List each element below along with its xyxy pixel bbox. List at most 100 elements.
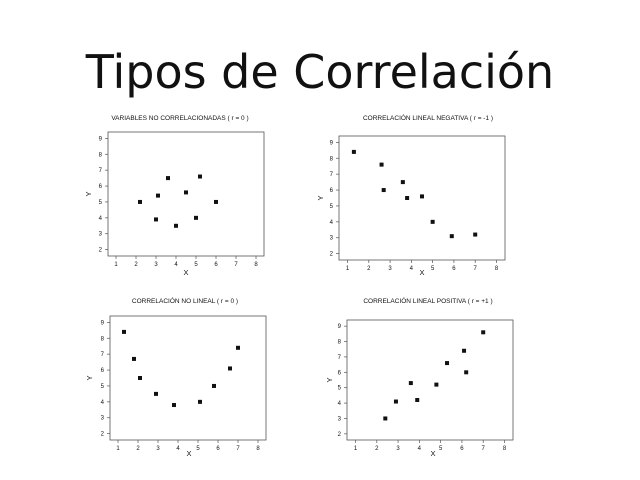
y-tick-label: 9 xyxy=(99,136,103,142)
x-tick-label: 2 xyxy=(136,446,140,452)
y-tick-label: 8 xyxy=(99,152,103,158)
y-tick-label: 5 xyxy=(99,200,103,206)
data-point xyxy=(383,416,388,421)
y-tick-label: 6 xyxy=(99,184,103,190)
y-tick-label: 3 xyxy=(338,416,342,422)
data-point xyxy=(172,403,176,408)
chart-linear-positive: CORRELACIÓN LINEAL POSITIVA ( r = +1 ) 1… xyxy=(322,290,552,465)
x-axis-label: X xyxy=(419,268,424,277)
x-tick-label: 1 xyxy=(354,446,358,452)
chart-title: CORRELACIÓN NO LINEAL ( r = 0 ) xyxy=(132,296,238,305)
data-point xyxy=(445,361,450,366)
y-tick-label: 5 xyxy=(338,386,342,392)
x-axis-label: X xyxy=(183,268,188,277)
x-tick-label: 7 xyxy=(236,446,240,452)
data-point xyxy=(122,329,126,334)
x-tick-label: 4 xyxy=(410,266,414,272)
y-tick-label: 6 xyxy=(330,188,334,194)
x-tick-label: 2 xyxy=(134,262,138,268)
y-axis-label: Y xyxy=(85,375,94,380)
data-point xyxy=(166,176,170,181)
x-tick-label: 5 xyxy=(196,446,200,452)
x-tick-label: 5 xyxy=(439,446,443,452)
x-tick-label: 7 xyxy=(474,266,478,272)
y-tick-label: 4 xyxy=(338,401,342,407)
plot-frame xyxy=(107,131,265,257)
data-point xyxy=(420,194,424,199)
x-tick-label: 6 xyxy=(452,266,456,272)
y-tick-label: 7 xyxy=(338,355,342,361)
data-point xyxy=(415,398,420,402)
data-point xyxy=(214,199,218,204)
chart-linear-positive-svg: CORRELACIÓN LINEAL POSITIVA ( r = +1 ) 1… xyxy=(325,296,514,458)
data-point xyxy=(236,345,240,350)
y-tick-label: 4 xyxy=(99,216,103,222)
data-point xyxy=(212,383,216,388)
y-tick-label: 5 xyxy=(330,204,334,210)
y-tick-label: 7 xyxy=(330,172,334,178)
plot-frame xyxy=(109,315,267,441)
data-point xyxy=(449,234,454,239)
y-tick-label: 2 xyxy=(338,432,342,438)
data-point xyxy=(434,382,439,387)
data-point xyxy=(198,399,202,404)
y-tick-label: 2 xyxy=(101,432,105,438)
x-tick-label: 8 xyxy=(256,446,260,452)
data-point xyxy=(351,149,356,154)
x-tick-label: 3 xyxy=(156,446,160,452)
chart-title: CORRELACIÓN LINEAL POSITIVA ( r = +1 ) xyxy=(363,296,492,305)
y-tick-label: 9 xyxy=(101,320,105,326)
y-tick-label: 3 xyxy=(99,232,103,238)
y-tick-label: 3 xyxy=(330,236,334,242)
data-point xyxy=(400,180,405,185)
x-tick-label: 3 xyxy=(396,446,400,452)
y-tick-label: 8 xyxy=(338,340,342,346)
y-tick-label: 6 xyxy=(338,370,342,376)
x-tick-label: 4 xyxy=(174,262,178,268)
data-point xyxy=(184,190,188,195)
data-point xyxy=(464,370,469,375)
x-tick-label: 7 xyxy=(482,446,486,452)
data-point xyxy=(228,366,232,371)
x-tick-label: 3 xyxy=(388,266,392,272)
y-tick-label: 6 xyxy=(101,368,105,374)
y-tick-label: 7 xyxy=(99,168,103,174)
data-point xyxy=(132,356,136,361)
data-point xyxy=(154,391,158,396)
data-point xyxy=(381,188,386,193)
data-point xyxy=(198,174,202,179)
x-tick-label: 6 xyxy=(460,446,464,452)
data-point xyxy=(138,376,142,380)
y-axis-label: Y xyxy=(84,191,93,196)
chart-title: VARIABLES NO CORRELACIONADAS ( r = 0 ) xyxy=(111,115,248,122)
y-tick-label: 5 xyxy=(101,384,105,390)
x-tick-label: 1 xyxy=(114,262,118,268)
chart-linear-negative: CORRELACIÓN LINEAL NEGATIVA ( r = -1 ) 1… xyxy=(298,105,528,280)
chart-nonlinear: CORRELACIÓN NO LINEAL ( r = 0 ) 1 2 3 4 5 6 7 8… xyxy=(80,290,310,465)
chart-title: CORRELACIÓN LINEAL NEGATIVA ( r = -1 ) xyxy=(363,113,493,122)
data-point xyxy=(408,381,413,386)
y-tick-label: 8 xyxy=(330,156,334,162)
chart-uncorrelated-svg: VARIABLES NO CORRELACIONADAS ( r = 0 ) 1… xyxy=(84,115,265,277)
data-point xyxy=(473,232,478,237)
data-point xyxy=(174,223,178,228)
data-point xyxy=(138,199,142,204)
x-tick-label: 3 xyxy=(154,262,158,268)
x-tick-label: 4 xyxy=(176,446,180,452)
data-point xyxy=(379,162,384,167)
y-tick-label: 3 xyxy=(101,416,105,422)
y-tick-label: 4 xyxy=(330,220,334,226)
x-tick-label: 8 xyxy=(503,446,507,452)
data-point xyxy=(156,193,160,198)
x-tick-label: 1 xyxy=(116,446,120,452)
x-axis-label: X xyxy=(186,449,191,458)
x-tick-label: 1 xyxy=(346,266,350,272)
data-point xyxy=(481,330,486,335)
x-tick-label: 6 xyxy=(214,262,218,268)
x-tick-label: 6 xyxy=(216,446,220,452)
y-tick-label: 9 xyxy=(338,324,342,330)
x-tick-label: 8 xyxy=(495,266,499,272)
x-tick-label: 5 xyxy=(431,266,435,272)
data-point xyxy=(194,215,198,220)
y-tick-label: 2 xyxy=(99,248,103,254)
